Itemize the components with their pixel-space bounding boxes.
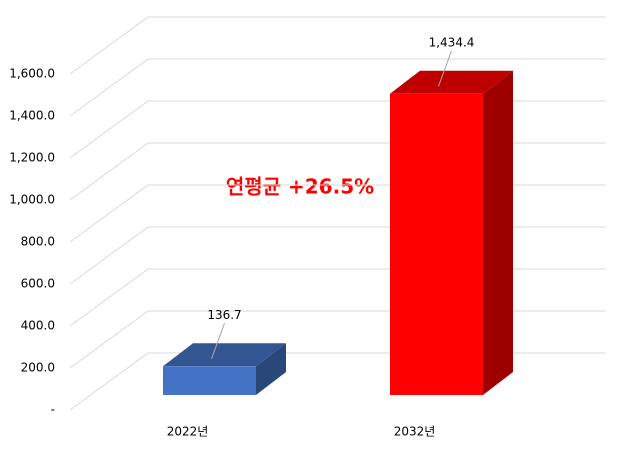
y-tick-label: 200.0: [21, 361, 55, 375]
grid-line: [69, 58, 605, 117]
bar-side: [483, 70, 513, 395]
y-tick-label: 1,600.0: [9, 67, 55, 81]
bar-side: [256, 343, 286, 395]
data-label: 136.7: [207, 308, 241, 322]
x-tick-label: 2032년: [394, 425, 436, 439]
annotation: 연평균 +26.5%: [226, 175, 374, 199]
y-tick-label: 1,400.0: [9, 109, 55, 123]
y-tick-label: 600.0: [21, 277, 55, 291]
data-label: 1,434.4: [429, 35, 475, 49]
leader-line: [211, 323, 225, 359]
grid-line: [69, 100, 605, 159]
bar: [163, 366, 256, 395]
x-tick-label: 2022년: [167, 425, 209, 439]
grid-line: [69, 352, 605, 411]
y-tick-label: 800.0: [21, 235, 55, 249]
bar-top: [163, 343, 286, 367]
grid-line: [69, 268, 605, 327]
grid-line: [69, 226, 605, 285]
y-tick-label: 1,000.0: [9, 193, 55, 207]
grid-line: [69, 310, 605, 369]
y-tick-label: 400.0: [21, 319, 55, 333]
y-tick-label: -: [51, 403, 55, 417]
bar: [390, 93, 483, 395]
leader-line: [438, 50, 452, 87]
y-tick-label: 1,200.0: [9, 151, 55, 165]
bar-top: [390, 70, 513, 94]
grid-line: [69, 16, 605, 75]
